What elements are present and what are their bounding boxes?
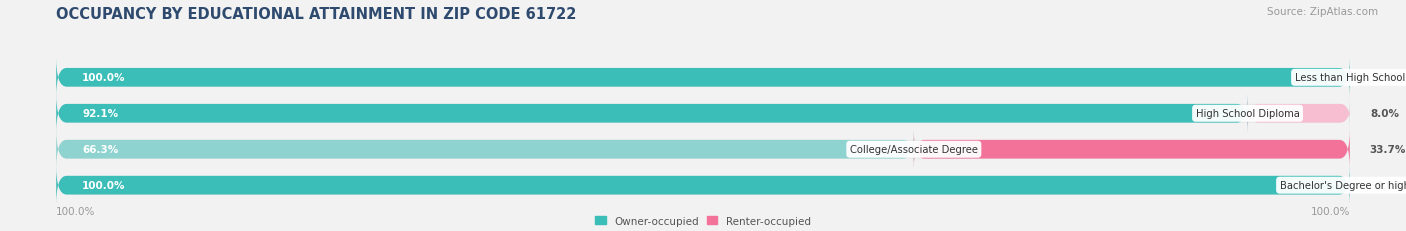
Text: 100.0%: 100.0% [1310, 206, 1350, 216]
FancyBboxPatch shape [1247, 94, 1351, 133]
Text: 33.7%: 33.7% [1369, 145, 1406, 155]
Text: 8.0%: 8.0% [1371, 109, 1399, 119]
FancyBboxPatch shape [56, 130, 914, 169]
FancyBboxPatch shape [56, 59, 1350, 97]
Text: Bachelor's Degree or higher: Bachelor's Degree or higher [1279, 180, 1406, 190]
Text: 92.1%: 92.1% [82, 109, 118, 119]
Text: 0.0%: 0.0% [1375, 73, 1405, 83]
Text: 100.0%: 100.0% [56, 206, 96, 216]
Text: 100.0%: 100.0% [82, 180, 125, 190]
Text: College/Associate Degree: College/Associate Degree [849, 145, 977, 155]
FancyBboxPatch shape [56, 59, 1350, 97]
Text: Source: ZipAtlas.com: Source: ZipAtlas.com [1267, 7, 1378, 17]
FancyBboxPatch shape [56, 130, 1350, 169]
FancyBboxPatch shape [56, 166, 1350, 205]
Text: High School Diploma: High School Diploma [1195, 109, 1299, 119]
Legend: Owner-occupied, Renter-occupied: Owner-occupied, Renter-occupied [595, 216, 811, 226]
Text: 100.0%: 100.0% [82, 73, 125, 83]
Text: Less than High School: Less than High School [1295, 73, 1405, 83]
FancyBboxPatch shape [56, 94, 1350, 133]
Text: 0.0%: 0.0% [1375, 180, 1405, 190]
Text: OCCUPANCY BY EDUCATIONAL ATTAINMENT IN ZIP CODE 61722: OCCUPANCY BY EDUCATIONAL ATTAINMENT IN Z… [56, 7, 576, 22]
Text: 66.3%: 66.3% [82, 145, 118, 155]
FancyBboxPatch shape [914, 130, 1350, 169]
FancyBboxPatch shape [56, 166, 1350, 205]
FancyBboxPatch shape [56, 94, 1247, 133]
